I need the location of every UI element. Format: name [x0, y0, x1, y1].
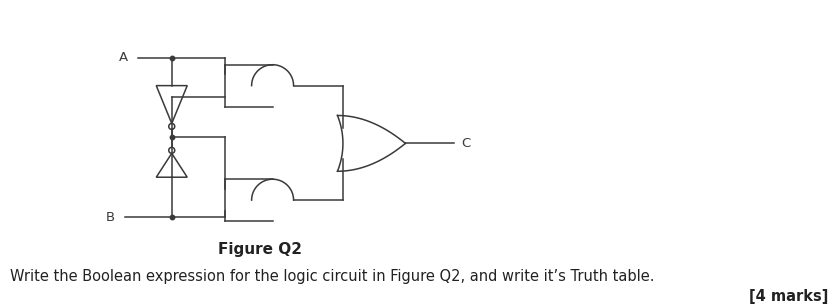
Text: C: C [461, 137, 470, 150]
Text: [4 marks]: [4 marks] [749, 289, 829, 304]
Text: B: B [106, 211, 115, 224]
Text: Figure Q2: Figure Q2 [218, 242, 302, 257]
Text: Write the Boolean expression for the logic circuit in Figure Q2, and write it’s : Write the Boolean expression for the log… [10, 269, 654, 284]
Text: A: A [118, 51, 128, 64]
